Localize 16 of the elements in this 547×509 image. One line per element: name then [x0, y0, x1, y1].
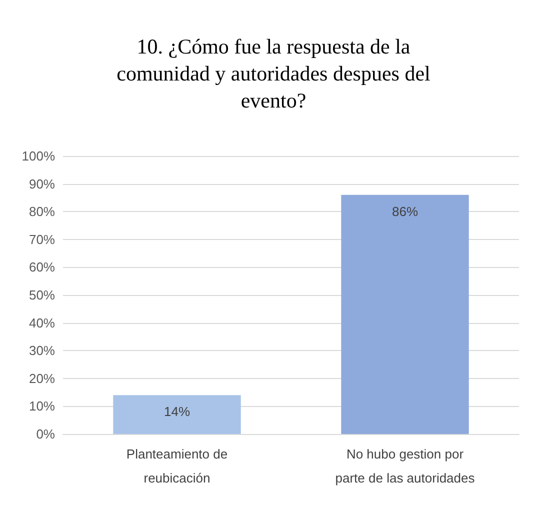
y-tick-label: 20%: [28, 370, 56, 386]
y-tick-label: 30%: [28, 343, 56, 358]
chart-title: 10. ¿Cómo fue la respuesta de la comunidad y autoridades despues del evento?: [116, 34, 431, 112]
y-tick-label: 40%: [28, 315, 56, 330]
y-tick-label: 100%: [22, 148, 56, 164]
y-tick-label: 10%: [28, 398, 56, 414]
y-tick-label: 80%: [28, 204, 56, 220]
x-tick-label: No hubo gestion por parte de las autoridades: [335, 446, 476, 486]
y-tick-label: 60%: [28, 260, 56, 275]
y-tick-label: 50%: [28, 288, 56, 302]
y-tick-label: 70%: [28, 232, 56, 247]
data-label: 86%: [392, 204, 418, 219]
data-label: 14%: [164, 404, 190, 420]
x-tick-label: Planteamiento de reubicación: [126, 446, 228, 486]
y-tick-label: 0%: [36, 426, 56, 442]
y-tick-label: 90%: [28, 176, 56, 192]
